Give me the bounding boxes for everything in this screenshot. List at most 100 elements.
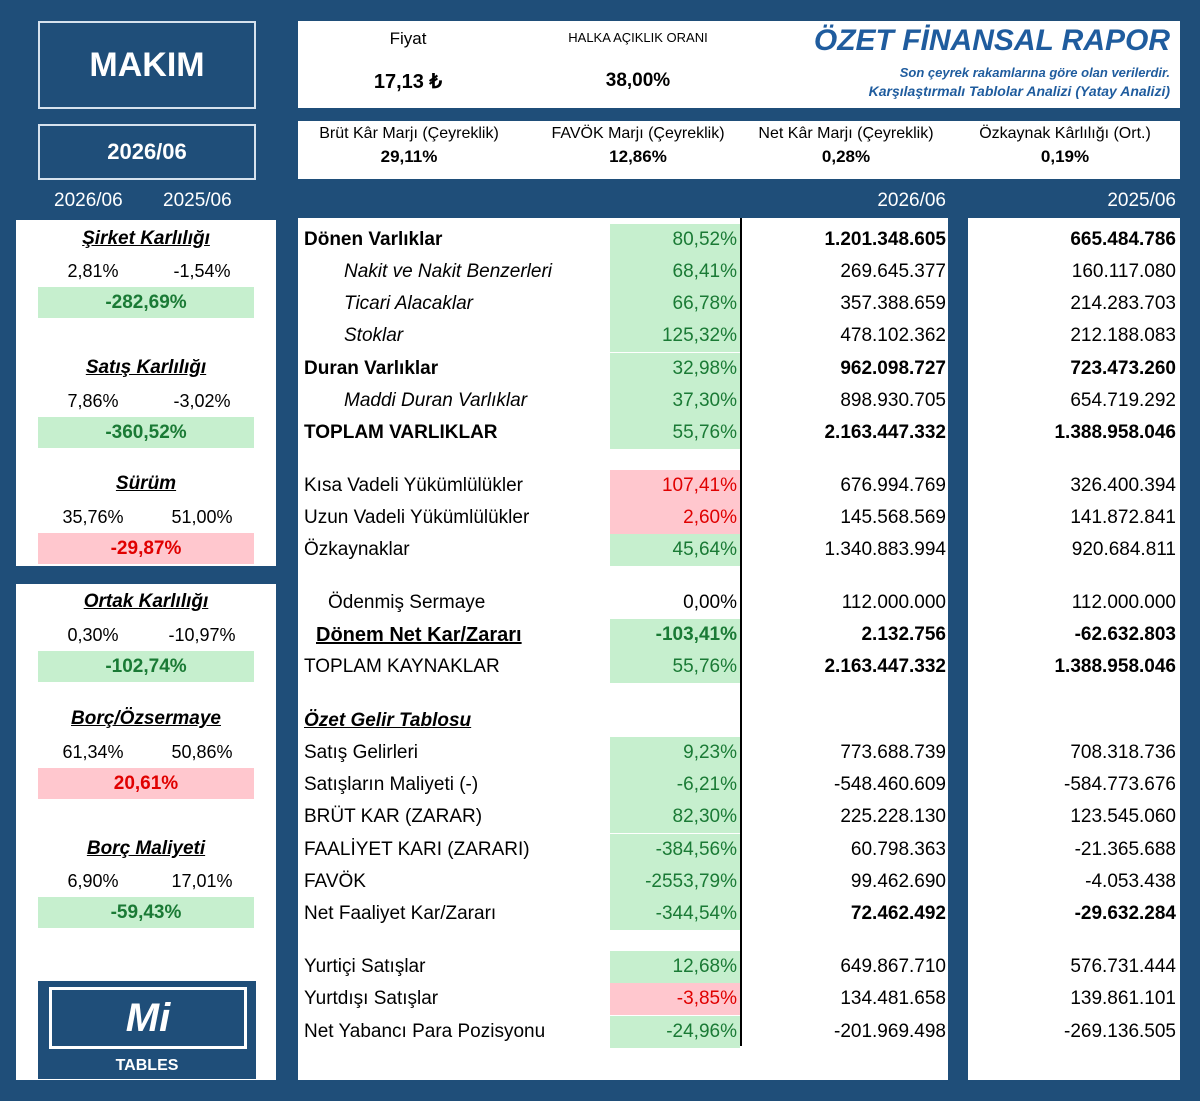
row-label: Dönem Net Kar/Zararı bbox=[316, 624, 522, 646]
ratio-value-previous: 50,86% bbox=[171, 742, 233, 762]
report-subtitle-2: Karşılaştırmalı Tablolar Analizi (Yatay … bbox=[868, 83, 1170, 99]
table-row: Özkaynaklar 45,64% 1.340.883.994 920.684… bbox=[298, 534, 1180, 566]
row-value-previous: -4.053.438 bbox=[1085, 871, 1176, 892]
ratio-value-previous: -10,97% bbox=[168, 625, 236, 645]
row-value-previous: 654.719.292 bbox=[1070, 390, 1176, 411]
row-value-previous: 576.731.444 bbox=[1070, 956, 1176, 977]
row-label: Kısa Vadeli Yükümlülükler bbox=[304, 475, 523, 496]
logo-text: TABLES bbox=[115, 1057, 179, 1074]
row-label: Maddi Duran Varlıklar bbox=[344, 390, 528, 411]
row-value-current: 145.568.569 bbox=[840, 507, 946, 528]
row-value-current: 1.340.883.994 bbox=[824, 539, 946, 560]
ratio-value-current: 0,30% bbox=[67, 625, 119, 645]
row-change: 82,30% bbox=[610, 801, 740, 833]
main-col-header-previous: 2025/06 bbox=[1107, 190, 1176, 211]
metric-value: 29,11% bbox=[380, 147, 438, 166]
brand-logo: Mi TABLES bbox=[38, 981, 256, 1079]
row-value-previous: 665.484.786 bbox=[1070, 229, 1176, 250]
table-row: Duran Varlıklar 32,98% 962.098.727 723.4… bbox=[298, 353, 1180, 385]
row-value-current: 898.930.705 bbox=[840, 390, 946, 411]
table-row: BRÜT KAR (ZARAR) 82,30% 225.228.130 123.… bbox=[298, 801, 1180, 833]
left-col-header-previous: 2025/06 bbox=[163, 190, 232, 211]
row-label: Nakit ve Nakit Benzerleri bbox=[344, 261, 553, 282]
ratio-change-badge: -29,87% bbox=[38, 533, 254, 564]
price-value: 17,13 ₺ bbox=[373, 71, 443, 93]
ratio-value-previous: 17,01% bbox=[171, 871, 233, 891]
table-row: Yurtdışı Satışlar -3,85% 134.481.658 139… bbox=[298, 983, 1180, 1015]
row-label: Net Yabancı Para Pozisyonu bbox=[304, 1021, 546, 1042]
row-label: FAVÖK bbox=[304, 871, 366, 892]
ratio-title: Sürüm bbox=[115, 473, 177, 494]
row-label: Özkaynaklar bbox=[304, 539, 410, 560]
table-row: Satış Gelirleri 9,23% 773.688.739 708.31… bbox=[298, 737, 1180, 769]
row-label: Net Faaliyet Kar/Zararı bbox=[304, 903, 497, 924]
table-row: Uzun Vadeli Yükümlülükler 2,60% 145.568.… bbox=[298, 502, 1180, 534]
row-change: 9,23% bbox=[610, 737, 740, 769]
section-title: Özet Gelir Tablosu bbox=[304, 710, 472, 731]
table-row: Satışların Maliyeti (-) -6,21% -548.460.… bbox=[298, 769, 1180, 801]
margin-metrics: Brüt Kâr Marjı (Çeyreklik) 29,11% FAVÖK … bbox=[298, 121, 1180, 179]
row-value-current: -548.460.609 bbox=[834, 774, 946, 795]
row-change: 107,41% bbox=[610, 470, 740, 502]
ratio-panel-1: Şirket Karlılığı 2,81% -1,54% -282,69% S… bbox=[16, 220, 276, 566]
float-value: 38,00% bbox=[605, 70, 671, 91]
row-label: Uzun Vadeli Yükümlülükler bbox=[304, 507, 530, 528]
metric-roe: Özkaynak Kârlılığı (Ort.) 0,19% bbox=[960, 125, 1170, 167]
price-label: Fiyat bbox=[389, 29, 427, 48]
table-row: TOPLAM KAYNAKLAR 55,76% 2.163.447.332 1.… bbox=[298, 651, 1180, 683]
ratio-change-badge: -59,43% bbox=[38, 897, 254, 928]
table-row: Stoklar 125,32% 478.102.362 212.188.083 bbox=[298, 320, 1180, 352]
row-value-current: 773.688.739 bbox=[840, 742, 946, 763]
ratio-value-previous: 51,00% bbox=[171, 507, 233, 527]
row-value-current: 1.201.348.605 bbox=[824, 229, 946, 250]
ratio-value-current: 61,34% bbox=[62, 742, 124, 762]
metric-label: Net Kâr Marjı (Çeyreklik) bbox=[758, 125, 934, 142]
ratio-change-badge: -360,52% bbox=[38, 417, 254, 448]
row-label: Yurtdışı Satışlar bbox=[304, 988, 439, 1009]
metric-label: Özkaynak Kârlılığı (Ort.) bbox=[979, 125, 1151, 142]
metric-value: 0,28% bbox=[821, 147, 871, 166]
row-value-current: 676.994.769 bbox=[840, 475, 946, 496]
table-row: Yurtiçi Satışlar 12,68% 649.867.710 576.… bbox=[298, 951, 1180, 983]
row-change: 55,76% bbox=[610, 651, 740, 683]
table-row: Maddi Duran Varlıklar 37,30% 898.930.705… bbox=[298, 385, 1180, 417]
metric-net-margin: Net Kâr Marjı (Çeyreklik) 0,28% bbox=[741, 125, 951, 167]
row-label: Yurtiçi Satışlar bbox=[304, 956, 426, 977]
row-value-current: 2.163.447.332 bbox=[824, 656, 946, 677]
ratio-title: Borç Maliyeti bbox=[86, 838, 206, 859]
row-change: 37,30% bbox=[610, 385, 740, 417]
row-value-current: 357.388.659 bbox=[840, 293, 946, 314]
row-value-previous: -62.632.803 bbox=[1074, 624, 1176, 645]
row-label: Satış Gelirleri bbox=[304, 742, 419, 763]
row-value-previous: 160.117.080 bbox=[1071, 261, 1176, 282]
table-row: FAALİYET KARI (ZARARI) -384,56% 60.798.3… bbox=[298, 834, 1180, 866]
table-row: Dönen Varlıklar 80,52% 1.201.348.605 665… bbox=[298, 224, 1180, 256]
ratio-value-current: 7,86% bbox=[67, 391, 119, 411]
ratio-title: Şirket Karlılığı bbox=[82, 228, 210, 249]
main-col-header-current: 2026/06 bbox=[877, 190, 946, 211]
row-value-previous: -584.773.676 bbox=[1064, 774, 1176, 795]
metric-gross-margin: Brüt Kâr Marjı (Çeyreklik) 29,11% bbox=[304, 125, 514, 167]
row-change: 68,41% bbox=[610, 256, 740, 288]
row-value-previous: -269.136.505 bbox=[1064, 1021, 1176, 1042]
row-value-previous: 123.545.060 bbox=[1070, 806, 1176, 827]
row-value-previous: -21.365.688 bbox=[1074, 839, 1176, 860]
row-value-current: -201.969.498 bbox=[834, 1021, 946, 1042]
column-separator bbox=[948, 218, 968, 1080]
row-value-previous: 141.872.841 bbox=[1070, 507, 1176, 528]
ratio-value-current: 6,90% bbox=[67, 871, 119, 891]
row-value-previous: 139.861.101 bbox=[1070, 988, 1176, 1009]
table-row: Dönem Net Kar/Zararı -103,41% 2.132.756 … bbox=[298, 619, 1180, 651]
row-value-previous: 723.473.260 bbox=[1070, 358, 1176, 379]
row-change: -6,21% bbox=[610, 769, 740, 801]
row-label: Stoklar bbox=[344, 325, 404, 346]
metric-value: 12,86% bbox=[609, 147, 667, 166]
float-label: HALKA AÇIKLIK ORANI bbox=[568, 30, 708, 45]
table-row: Net Yabancı Para Pozisyonu -24,96% -201.… bbox=[298, 1016, 1180, 1048]
row-value-previous: 112.000.000 bbox=[1071, 592, 1176, 613]
table-row: TOPLAM VARLIKLAR 55,76% 2.163.447.332 1.… bbox=[298, 417, 1180, 449]
row-value-previous: 326.400.394 bbox=[1070, 475, 1176, 496]
report-period: 2026/06 bbox=[38, 124, 256, 180]
logo-mark: Mi bbox=[49, 987, 247, 1049]
row-value-current: 112.000.000 bbox=[841, 592, 946, 613]
